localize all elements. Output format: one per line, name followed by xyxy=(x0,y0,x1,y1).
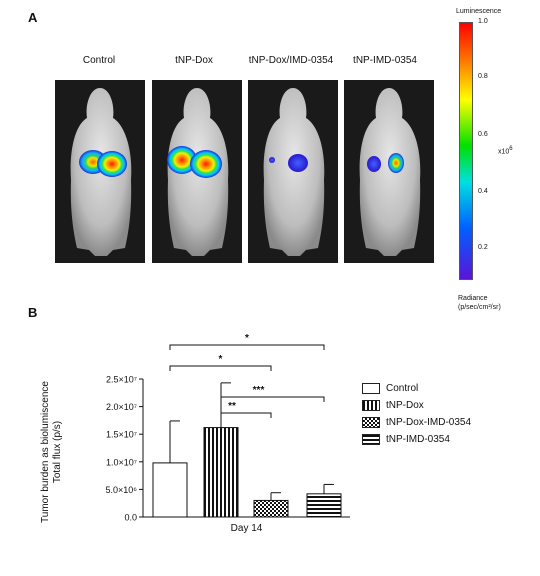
colorbar-unit-title: Radiance xyxy=(458,295,488,302)
significance-label: * xyxy=(245,333,249,344)
colorbar-scale: x106 xyxy=(498,146,513,155)
significance-bracket xyxy=(220,412,272,418)
colorbar-scale-base: x10 xyxy=(498,148,510,156)
group-label-tnp-imd: tNP-IMD-0354 xyxy=(353,55,417,66)
legend: Control tNP-Dox tNP-Dox-IMD-0354 tNP-IMD… xyxy=(362,383,471,445)
mouse-photo-tnp-imd xyxy=(344,80,434,263)
legend-swatch xyxy=(362,383,380,394)
y-tick-label: 1.5×10⁷ xyxy=(106,430,137,440)
panel-b-letter: B xyxy=(28,305,38,320)
colorbar xyxy=(459,22,473,280)
y-tick-label: 0.0 xyxy=(124,513,137,523)
significance-bracket xyxy=(169,344,325,350)
bar-tnp-imd-0354 xyxy=(306,493,342,518)
legend-swatch xyxy=(362,417,380,428)
legend-item-control: Control xyxy=(362,383,471,394)
legend-label: tNP-Dox-IMD-0354 xyxy=(386,417,472,428)
significance-bracket xyxy=(169,365,272,371)
legend-label: Control xyxy=(386,383,419,394)
y-tick-label: 2.0×10⁷ xyxy=(106,402,137,412)
legend-item-tnp-dox-imd: tNP-Dox-IMD-0354 xyxy=(362,417,471,428)
legend-label: tNP-Dox xyxy=(386,400,424,411)
colorbar-title: Luminescence xyxy=(456,8,502,15)
bar-tnp-dox-imd-0354 xyxy=(253,499,289,518)
group-label-tnp-dox: tNP-Dox xyxy=(175,55,213,66)
mouse-images xyxy=(55,80,434,263)
colorbar-tick: 0.4 xyxy=(478,188,488,195)
group-label-tnp-dox-imd: tNP-Dox/IMD-0354 xyxy=(248,55,334,66)
y-axis-label: Tumor burden as biolumiscence Total flux… xyxy=(40,362,64,542)
legend-item-tnp-imd: tNP-IMD-0354 xyxy=(362,434,471,445)
significance-bracket xyxy=(220,396,325,402)
mouse-photo-control xyxy=(55,80,145,263)
colorbar-tick: 0.8 xyxy=(478,73,488,80)
significance-label: * xyxy=(219,354,223,365)
mouse-photo-tnp-dox-imd xyxy=(248,80,338,263)
legend-swatch xyxy=(362,434,380,445)
x-axis-label: Day 14 xyxy=(231,523,263,534)
significance-label: ** xyxy=(228,401,236,412)
colorbar-tick: 0.6 xyxy=(478,131,488,138)
y-axis-label-line1: Tumor burden as biolumiscence xyxy=(40,381,51,523)
y-tick-label: 5.0×10⁶ xyxy=(106,485,138,495)
significance-label: *** xyxy=(253,385,265,396)
colorbar-tick: 0.2 xyxy=(478,244,488,251)
panel-a-letter: A xyxy=(28,10,38,25)
legend-label: tNP-IMD-0354 xyxy=(386,434,450,445)
y-axis-label-line2: Total flux (p/s) xyxy=(52,420,63,484)
colorbar-tick: 1.0 xyxy=(478,18,488,25)
y-tick-label: 2.5×10⁷ xyxy=(106,375,137,385)
bar-control xyxy=(152,462,188,518)
mouse-photo-tnp-dox xyxy=(152,80,242,263)
bar-chart: 0.0 5.0×10⁶ 1.0×10⁷ 1.5×10⁷ 2.0×10⁷ 2.5×10⁷ Da… xyxy=(106,333,350,534)
legend-item-tnp-dox: tNP-Dox xyxy=(362,400,471,411)
bar-tnp-dox xyxy=(203,427,239,518)
colorbar-unit: (p/sec/cm²/sr) xyxy=(458,304,501,311)
y-tick-label: 1.0×10⁷ xyxy=(106,457,137,467)
colorbar-scale-exp: 6 xyxy=(509,146,513,152)
group-label-control: Control xyxy=(82,55,116,66)
legend-swatch xyxy=(362,400,380,411)
